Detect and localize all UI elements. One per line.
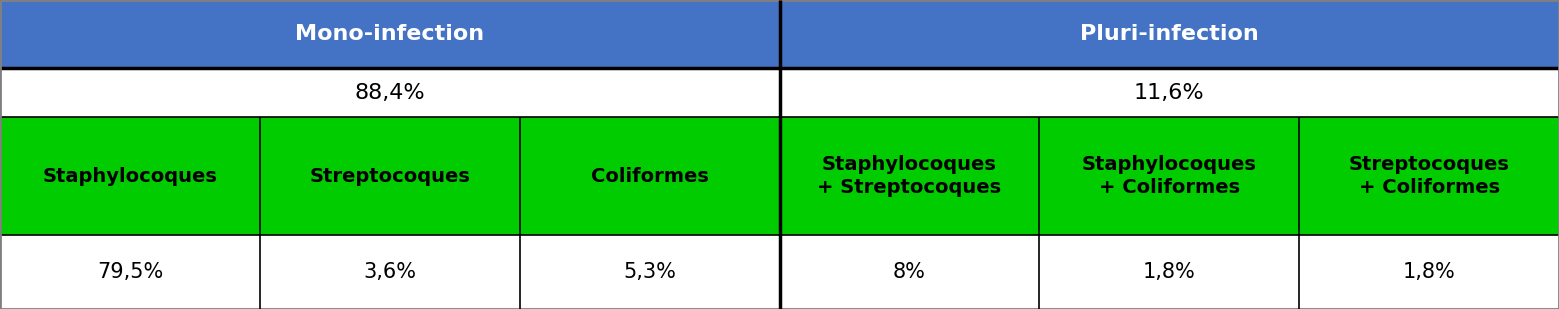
- FancyBboxPatch shape: [1040, 235, 1299, 309]
- Text: Streptocoques
+ Coliformes: Streptocoques + Coliformes: [1349, 155, 1509, 197]
- Text: Streptocoques: Streptocoques: [309, 167, 471, 186]
- Text: 79,5%: 79,5%: [97, 262, 164, 282]
- Text: 8%: 8%: [893, 262, 926, 282]
- FancyBboxPatch shape: [1040, 117, 1299, 235]
- FancyBboxPatch shape: [780, 68, 1559, 117]
- Text: 11,6%: 11,6%: [1133, 83, 1205, 103]
- FancyBboxPatch shape: [780, 0, 1559, 68]
- Text: 5,3%: 5,3%: [624, 262, 677, 282]
- Text: 1,8%: 1,8%: [1143, 262, 1196, 282]
- Text: 88,4%: 88,4%: [354, 83, 426, 103]
- FancyBboxPatch shape: [260, 235, 519, 309]
- Text: 1,8%: 1,8%: [1403, 262, 1456, 282]
- FancyBboxPatch shape: [0, 0, 780, 68]
- Text: Coliformes: Coliformes: [591, 167, 708, 186]
- FancyBboxPatch shape: [1299, 117, 1559, 235]
- FancyBboxPatch shape: [780, 117, 1040, 235]
- Text: Pluri-infection: Pluri-infection: [1080, 24, 1258, 44]
- FancyBboxPatch shape: [260, 117, 519, 235]
- FancyBboxPatch shape: [780, 235, 1040, 309]
- FancyBboxPatch shape: [0, 68, 780, 117]
- Text: Staphylocoques
+ Coliformes: Staphylocoques + Coliformes: [1082, 155, 1257, 197]
- FancyBboxPatch shape: [1299, 235, 1559, 309]
- Text: Staphylocoques: Staphylocoques: [42, 167, 217, 186]
- Text: Mono-infection: Mono-infection: [295, 24, 485, 44]
- FancyBboxPatch shape: [0, 117, 260, 235]
- Text: Staphylocoques
+ Streptocoques: Staphylocoques + Streptocoques: [817, 155, 1001, 197]
- Text: 3,6%: 3,6%: [363, 262, 416, 282]
- FancyBboxPatch shape: [0, 235, 260, 309]
- FancyBboxPatch shape: [519, 117, 780, 235]
- FancyBboxPatch shape: [519, 235, 780, 309]
